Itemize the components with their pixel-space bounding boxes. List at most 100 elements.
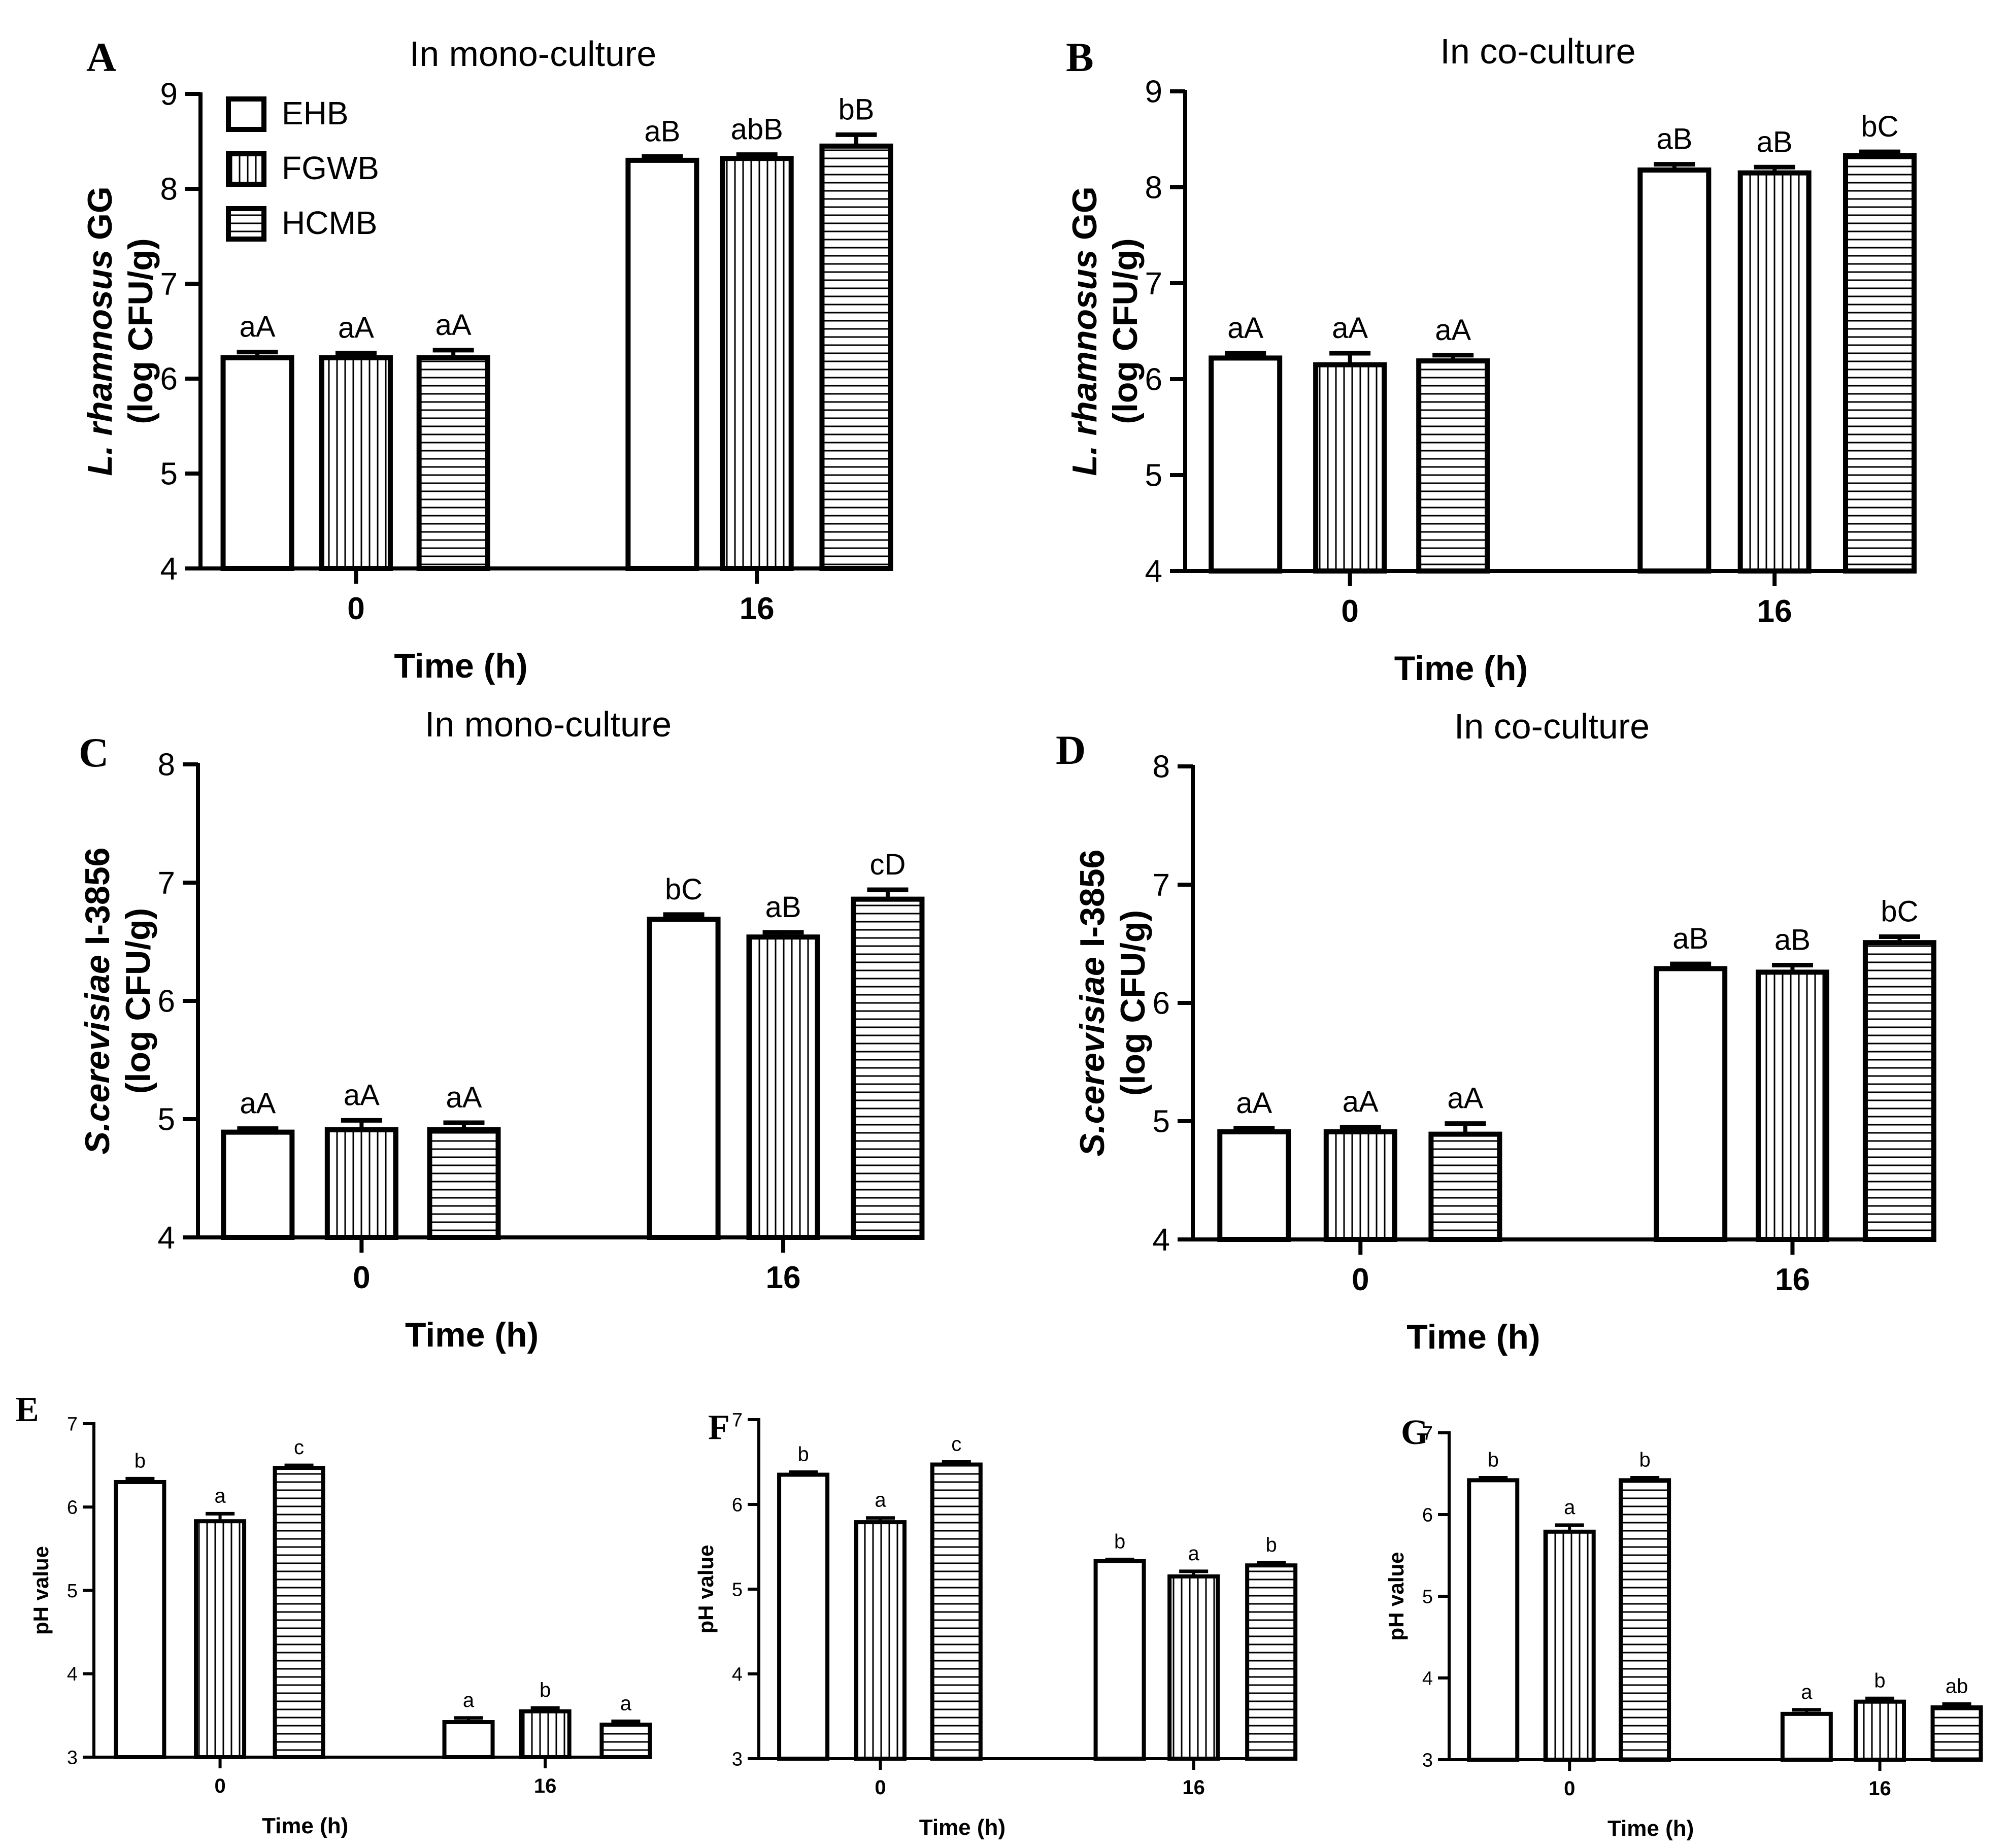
panel-title: In mono-culture [425,704,672,744]
bar-hcmb-0h [1428,1131,1502,1242]
y-tick-label: 9 [1145,75,1162,110]
significance-label: cD [869,848,906,881]
significance-label: b [1266,1534,1277,1556]
significance-label: b [797,1443,809,1466]
y-axis-label-strain: GG [81,186,119,250]
bar-fgwb-0h [1543,1529,1596,1762]
bar-hcmb-16h [819,143,893,572]
x-tick-label: 0 [214,1775,225,1797]
bar-hcmb-0h [930,1462,983,1761]
x-tick-label: 0 [1341,594,1358,629]
significance-label: aA [240,1087,276,1120]
y-tick-label: 4 [67,1664,78,1685]
y-tick-label: 7 [1422,1423,1433,1444]
significance-label: a [214,1485,226,1507]
panel-letter: G [1401,1413,1428,1452]
y-axis-label-units: (log CFU/g) [1114,910,1152,1096]
x-axis-label: Time (h) [405,1316,539,1354]
bar-ehb-0h [1217,1129,1291,1242]
x-axis-label: Time (h) [1394,649,1528,688]
significance-label: aB [1774,923,1811,956]
y-tick-label: 4 [158,1221,175,1256]
significance-label: b [1639,1449,1650,1471]
y-tick-label: 4 [1145,554,1162,589]
y-tick-label: 5 [732,1579,743,1600]
panel-title: In mono-culture [410,34,656,74]
significance-label: b [1488,1449,1499,1471]
y-tick-label: 3 [67,1747,78,1768]
y-tick-label: 5 [160,457,178,492]
y-axis-label-organism: S.cerevisiae [1073,957,1112,1156]
y-tick-label: 4 [1422,1668,1433,1689]
significance-label: bC [1861,110,1898,143]
significance-label: b [1114,1531,1125,1553]
y-axis-label: L. rhamnosus GG [81,186,119,476]
y-axis-label-organism: S.cerevisiae [78,955,117,1154]
y-tick-label: 6 [732,1494,743,1516]
legend-swatch-ehb [226,96,266,132]
bar-hcmb-16h [1862,940,1936,1242]
y-tick-label: 4 [160,552,178,587]
y-tick-label: 5 [1145,458,1162,493]
significance-label: b [540,1679,551,1701]
legend-label-hcmb: HCMB [282,205,377,241]
significance-label: bC [665,873,702,906]
y-tick-label: 7 [1153,868,1170,903]
significance-label: b [135,1450,146,1472]
bar-hcmb-16h [1930,1705,1983,1762]
bar-fgwb-0h [194,1519,247,1760]
x-tick-label: 0 [1564,1777,1575,1800]
bar-fgwb-16h [1167,1574,1220,1761]
y-axis-label: pH value [694,1544,718,1633]
panel-b: B In co-culture aA aB aA aB aA bC 4 5 6 7 8 9 0 16 Time … [1065,31,1917,688]
y-axis-label-organism: L. rhamnosus [1065,250,1104,476]
significance-label: aA [1447,1082,1483,1115]
bar-hcmb-0h [273,1466,325,1759]
significance-label: b [1874,1669,1885,1692]
y-tick-label: 6 [1153,986,1170,1021]
bar-hcmb-16h [1245,1563,1298,1761]
significance-label: aA [446,1081,482,1114]
panel-d: D In co-culture aA aB aA aB aA bC 4 5 6 7 8 0 16 Time (… [1056,707,1936,1356]
significance-label: ab [1946,1675,1968,1698]
bar-ehb-0h [777,1472,830,1761]
significance-label: aB [1672,922,1708,955]
y-tick-label: 7 [160,267,178,302]
y-tick-label: 3 [1422,1750,1433,1771]
bar-ehb-0h [114,1480,166,1760]
x-tick-label: 0 [875,1776,886,1799]
bar-hcmb-16h [599,1722,652,1759]
significance-label: c [951,1433,961,1456]
significance-label: aA [240,311,276,344]
y-tick-label: 5 [1153,1104,1170,1139]
significance-label: aA [1227,312,1263,345]
y-tick-label: 5 [158,1102,175,1137]
panel-letter: D [1056,727,1086,773]
bar-fgwb-16h [1854,1699,1906,1762]
panel-title: In co-culture [1440,31,1635,71]
bar-hcmb-0h [427,1127,501,1240]
significance-label: aB [644,115,680,148]
x-axis-label: Time (h) [262,1813,348,1838]
y-tick-label: 6 [1422,1504,1433,1526]
y-tick-label: 3 [732,1749,743,1770]
y-axis-label-strain: I-3856 [78,848,117,955]
legend-label-fgwb: FGWB [282,150,379,186]
bar-fgwb-0h [1323,1129,1397,1242]
legend-swatch-hcmb [226,206,266,242]
panel-letter: C [79,729,109,776]
panel-a: A In mono-culture aA aB aA abB aA bB 4 5 6 7 8 9 0 16 Ti… [81,34,893,685]
x-tick-label: 16 [1775,1262,1810,1297]
x-axis-label: Time (h) [1406,1318,1540,1356]
significance-label: a [1188,1542,1200,1565]
x-tick-label: 0 [1352,1262,1369,1297]
y-tick-label: 8 [158,748,175,783]
significance-label: a [1564,1496,1576,1519]
bar-hcmb-0h [1619,1478,1671,1762]
bar-fgwb-16h [746,934,820,1240]
y-tick-label: 5 [1422,1586,1433,1607]
bar-ehb-16h [442,1720,495,1759]
bar-ehb-0h [221,1129,295,1240]
y-axis-label-strain: I-3856 [1073,850,1112,957]
